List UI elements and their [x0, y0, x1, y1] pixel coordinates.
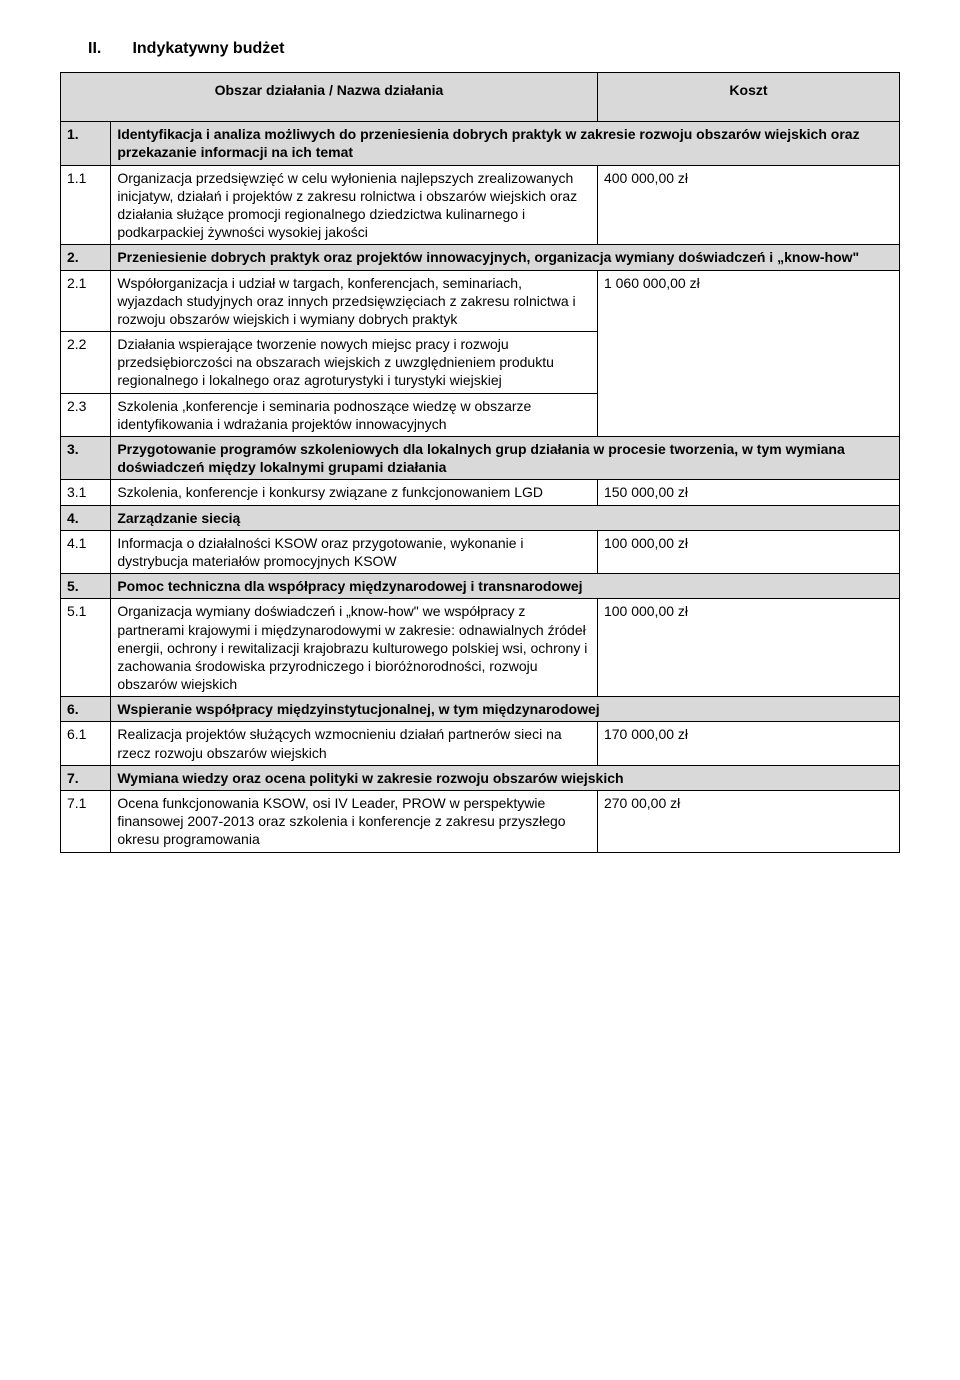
- table-row: 6.1Realizacja projektów służących wzmocn…: [61, 722, 900, 765]
- budget-table: Obszar działania / Nazwa działaniaKoszt1…: [60, 72, 900, 853]
- row-index: 7.1: [61, 791, 111, 853]
- row-index: 5.1: [61, 599, 111, 697]
- row-cost: 100 000,00 zł: [597, 599, 899, 697]
- row-index: 1.: [61, 122, 111, 165]
- row-text: Przeniesienie dobrych praktyk oraz proje…: [111, 245, 900, 270]
- table-row: 2.1Współorganizacja i udział w targach, …: [61, 270, 900, 332]
- row-cost: 100 000,00 zł: [597, 530, 899, 573]
- table-row: 4.1Informacja o działalności KSOW oraz p…: [61, 530, 900, 573]
- row-text: Organizacja wymiany doświadczeń i „know-…: [111, 599, 598, 697]
- table-row: 3.1Szkolenia, konferencje i konkursy zwi…: [61, 480, 900, 505]
- row-text: Zarządzanie siecią: [111, 505, 900, 530]
- row-index: 4.: [61, 505, 111, 530]
- table-row: 7.1Ocena funkcjonowania KSOW, osi IV Lea…: [61, 791, 900, 853]
- row-text: Informacja o działalności KSOW oraz przy…: [111, 530, 598, 573]
- row-text: Przygotowanie programów szkoleniowych dl…: [111, 437, 900, 480]
- table-row: 5.Pomoc techniczna dla współpracy między…: [61, 574, 900, 599]
- row-index: 7.: [61, 765, 111, 790]
- row-cost: 1 060 000,00 zł: [597, 270, 899, 437]
- row-index: 2.2: [61, 332, 111, 394]
- table-row: 2.Przeniesienie dobrych praktyk oraz pro…: [61, 245, 900, 270]
- row-index: 2.1: [61, 270, 111, 332]
- row-index: 3.: [61, 437, 111, 480]
- row-index: 5.: [61, 574, 111, 599]
- row-text: Organizacja przedsięwzięć w celu wyłonie…: [111, 165, 598, 245]
- table-header-row: Obszar działania / Nazwa działaniaKoszt: [61, 73, 900, 122]
- row-text: Wspieranie współpracy międzyinstytucjona…: [111, 697, 900, 722]
- row-text: Pomoc techniczna dla współpracy międzyna…: [111, 574, 900, 599]
- row-index: 1.1: [61, 165, 111, 245]
- heading-number: II.: [88, 40, 128, 58]
- row-text: Identyfikacja i analiza możliwych do prz…: [111, 122, 900, 165]
- table-row: 5.1Organizacja wymiany doświadczeń i „kn…: [61, 599, 900, 697]
- row-cost: 270 00,00 zł: [597, 791, 899, 853]
- row-text: Działania wspierające tworzenie nowych m…: [111, 332, 598, 394]
- row-text: Szkolenia, konferencje i konkursy związa…: [111, 480, 598, 505]
- row-cost: 150 000,00 zł: [597, 480, 899, 505]
- row-text: Współorganizacja i udział w targach, kon…: [111, 270, 598, 332]
- row-index: 6.1: [61, 722, 111, 765]
- row-text: Wymiana wiedzy oraz ocena polityki w zak…: [111, 765, 900, 790]
- row-text: Szkolenia ,konferencje i seminaria podno…: [111, 393, 598, 436]
- table-row: 7.Wymiana wiedzy oraz ocena polityki w z…: [61, 765, 900, 790]
- heading-text: Indykatywny budżet: [132, 40, 284, 57]
- table-row: 4.Zarządzanie siecią: [61, 505, 900, 530]
- table-row: 1.Identyfikacja i analiza możliwych do p…: [61, 122, 900, 165]
- row-cost: 400 000,00 zł: [597, 165, 899, 245]
- row-index: 2.: [61, 245, 111, 270]
- row-cost: 170 000,00 zł: [597, 722, 899, 765]
- page-heading: II. Indykatywny budżet: [60, 40, 900, 58]
- row-text: Ocena funkcjonowania KSOW, osi IV Leader…: [111, 791, 598, 853]
- row-index: 2.3: [61, 393, 111, 436]
- table-row: 1.1Organizacja przedsięwzięć w celu wyło…: [61, 165, 900, 245]
- row-index: 4.1: [61, 530, 111, 573]
- row-text: Realizacja projektów służących wzmocnien…: [111, 722, 598, 765]
- table-row: 3.Przygotowanie programów szkoleniowych …: [61, 437, 900, 480]
- header-col-cost: Koszt: [597, 73, 899, 122]
- row-index: 3.1: [61, 480, 111, 505]
- header-col-name: Obszar działania / Nazwa działania: [61, 73, 598, 122]
- table-row: 6.Wspieranie współpracy międzyinstytucjo…: [61, 697, 900, 722]
- row-index: 6.: [61, 697, 111, 722]
